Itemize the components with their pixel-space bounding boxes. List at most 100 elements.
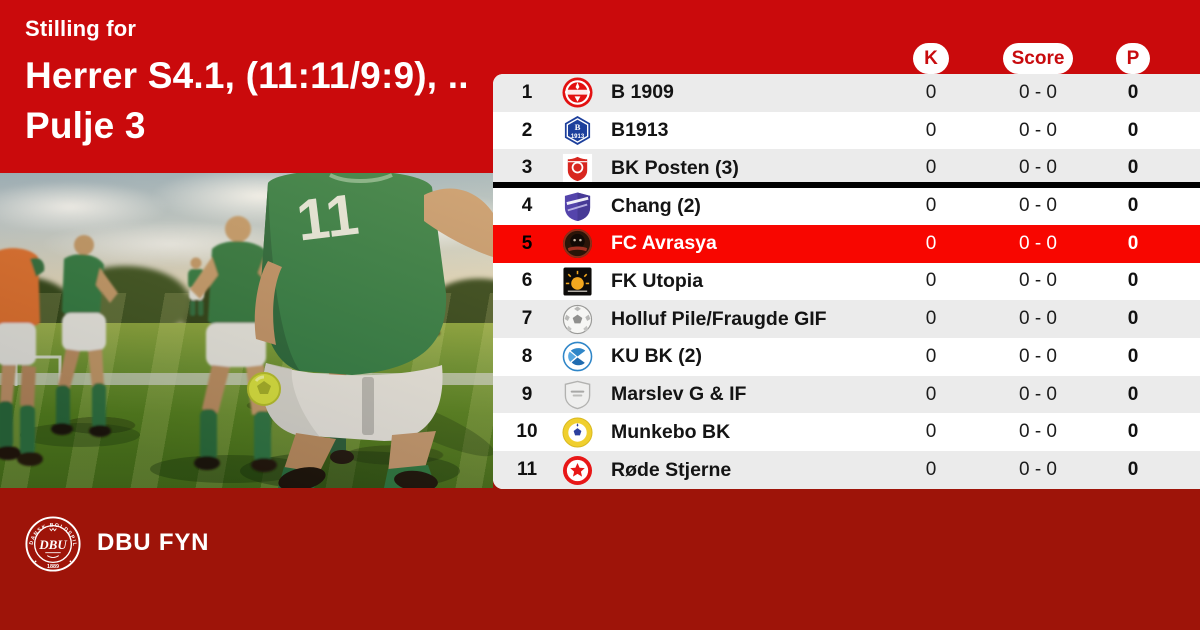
footer: DANSK BOLDSPIL UNION 1889 DBU DBU FYN <box>0 488 1200 630</box>
table-row: 1 B 1909 0 0 - 0 0 <box>493 74 1200 112</box>
team-name: Marslev G & IF <box>611 383 747 406</box>
team-crest-icon <box>561 76 594 109</box>
team-name: Munkebo BK <box>611 420 731 443</box>
matches-value: 0 <box>925 119 937 141</box>
table-row: 10 Munkebo BK 0 0 - 0 0 <box>493 413 1200 452</box>
score-value: 0 - 0 <box>1018 383 1058 405</box>
dbu-logo-icon: DANSK BOLDSPIL UNION 1889 DBU <box>24 515 81 572</box>
rank-cell: 11 <box>516 459 538 481</box>
team-crest-icon <box>561 303 594 336</box>
points-value: 0 <box>1127 81 1139 103</box>
competition-title: Herrer S4.1, (11:11/9:9), .. <box>25 55 469 96</box>
rank-cell: 3 <box>521 157 533 179</box>
points-value: 0 <box>1127 421 1139 443</box>
table-row: 8 KU BK (2) 0 0 - 0 0 <box>493 338 1200 376</box>
table-row: 4 Chang (2) 0 0 - 0 0 <box>493 187 1200 225</box>
points-value: 0 <box>1127 119 1139 141</box>
org-name: DBU FYN <box>97 529 210 556</box>
team-crest-icon <box>561 340 594 373</box>
rank-cell: 9 <box>521 383 533 405</box>
team-crest-icon <box>561 378 594 411</box>
column-badge-matches: K <box>913 43 949 74</box>
rank-cell: 6 <box>521 270 533 292</box>
points-value: 0 <box>1127 383 1139 405</box>
column-badge-score: Score <box>1003 43 1073 74</box>
seal-year: 1889 <box>47 564 59 570</box>
eyebrow-text: Stilling for <box>25 16 137 41</box>
rank-cell: 7 <box>521 308 533 330</box>
team-name: Chang (2) <box>611 194 701 217</box>
team-crest-icon <box>561 265 594 298</box>
matches-value: 0 <box>925 308 937 330</box>
svg-text:1913: 1913 <box>571 134 585 140</box>
photo-tint <box>0 173 493 488</box>
score-value: 0 - 0 <box>1018 195 1058 217</box>
football <box>247 372 281 406</box>
matches-value: 0 <box>925 195 937 217</box>
column-badge-points: P <box>1116 43 1150 74</box>
rank-cell: 1 <box>521 81 533 103</box>
rank-cell: 10 <box>516 421 538 443</box>
table-row: 5 FC Avrasya 0 0 - 0 0 <box>493 224 1200 263</box>
points-value: 0 <box>1127 459 1139 481</box>
matches-value: 0 <box>925 345 937 367</box>
orange-bib-player <box>0 248 45 466</box>
team-name: Holluf Pile/Fraugde GIF <box>611 307 827 330</box>
qualification-divider-line <box>493 182 1200 188</box>
table-row: 3 BK Posten (3) 0 0 - 0 0 <box>493 149 1200 188</box>
score-value: 0 - 0 <box>1018 119 1058 141</box>
score-value: 0 - 0 <box>1018 459 1058 481</box>
svg-text:B: B <box>575 122 581 132</box>
matches-value: 0 <box>925 270 937 292</box>
points-value: 0 <box>1127 270 1139 292</box>
rank-cell: 5 <box>521 232 533 254</box>
score-value: 0 - 0 <box>1018 421 1058 443</box>
team-crest-icon <box>561 454 594 487</box>
score-value: 0 - 0 <box>1018 157 1058 179</box>
rank-cell: 4 <box>521 195 533 217</box>
seal-initials: DBU <box>38 537 67 552</box>
green-player-left <box>51 235 118 437</box>
team-name: B 1909 <box>611 81 674 104</box>
team-crest-icon <box>561 416 594 449</box>
score-value: 0 - 0 <box>1018 345 1058 367</box>
team-name: FC Avrasya <box>611 232 717 255</box>
rank-cell: 8 <box>521 345 533 367</box>
table-row: 6 FK Utopia 0 0 - 0 0 <box>493 262 1200 301</box>
green-player-center <box>190 216 290 472</box>
field-photo: 11 <box>0 173 493 488</box>
matches-value: 0 <box>925 232 937 254</box>
score-value: 0 - 0 <box>1018 308 1058 330</box>
team-crest-icon <box>561 227 594 260</box>
matches-value: 0 <box>925 157 937 179</box>
team-name: FK Utopia <box>611 269 704 292</box>
matches-value: 0 <box>925 421 937 443</box>
points-value: 0 <box>1127 232 1139 254</box>
team-crest-icon <box>561 190 594 223</box>
matches-value: 0 <box>925 459 937 481</box>
score-value: 0 - 0 <box>1018 81 1058 103</box>
team-crest-icon <box>561 152 594 185</box>
team-name: Røde Stjerne <box>611 458 732 481</box>
jersey-number: 11 <box>293 182 362 254</box>
points-value: 0 <box>1127 345 1139 367</box>
matches-value: 0 <box>925 81 937 103</box>
table-row: 7 Holluf Pile/Fraugde GIF 0 0 - 0 0 <box>493 300 1200 339</box>
table-row: 9 Marslev G & IF 0 0 - 0 0 <box>493 375 1200 414</box>
goal-icon <box>14 355 62 386</box>
team-name: B1913 <box>611 119 669 142</box>
rank-cell: 2 <box>521 119 533 141</box>
team-name: KU BK (2) <box>611 345 702 368</box>
pool-title: Pulje 3 <box>25 105 146 146</box>
title-block: Stilling for Herrer S4.1, (11:11/9:9), .… <box>25 16 469 151</box>
score-value: 0 - 0 <box>1018 270 1058 292</box>
points-value: 0 <box>1127 195 1139 217</box>
team-crest-icon: B 1913 <box>561 114 594 147</box>
points-value: 0 <box>1127 157 1139 179</box>
table-row: 11 Røde Stjerne 0 0 - 0 0 <box>493 451 1200 489</box>
team-name: BK Posten (3) <box>611 156 739 179</box>
